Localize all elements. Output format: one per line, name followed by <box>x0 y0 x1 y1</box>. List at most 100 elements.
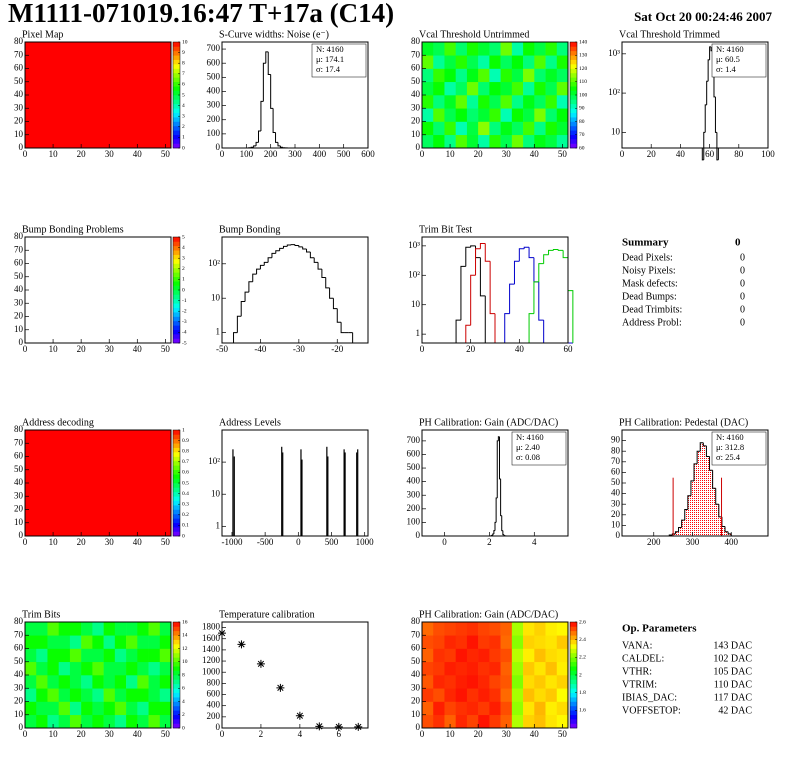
z-tick-label: 6 <box>182 686 185 692</box>
heatmap-cell <box>92 661 104 676</box>
x-tick-label: 20 <box>474 149 484 159</box>
palette-step <box>173 245 180 251</box>
heatmap-cell <box>478 661 490 676</box>
heatmap-cell <box>511 635 524 649</box>
op-value: 117 DAC <box>714 692 753 703</box>
chart-title: PH Calibration: Gain (ADC/DAC) <box>419 417 558 428</box>
histogram-bin <box>258 130 261 143</box>
z-tick-label: 0.9 <box>182 438 189 444</box>
heatmap-cell <box>114 661 127 676</box>
palette-step <box>570 81 577 87</box>
y-tick-label: 20 <box>14 311 24 321</box>
palette-step <box>570 90 577 96</box>
heatmap-cell <box>25 622 37 636</box>
heatmap-cell <box>422 701 434 716</box>
heatmap-cell <box>534 95 546 109</box>
x-tick-label: 0 <box>220 729 225 739</box>
x-tick-label: 60 <box>564 344 574 354</box>
z-tick-label: 5 <box>182 234 185 240</box>
heatmap-cell <box>137 675 149 689</box>
y-tick-label: 400 <box>207 86 221 96</box>
chart-title: Address Levels <box>219 417 281 428</box>
y-tick-label: 70 <box>411 49 421 59</box>
y-tick-label: 20 <box>14 696 24 706</box>
y-tick-label: 70 <box>14 629 24 639</box>
histogram-bin <box>684 509 688 521</box>
heatmap-cell <box>466 635 479 649</box>
palette-step <box>173 661 180 667</box>
z-tick-label: 0 <box>182 533 185 539</box>
palette-step <box>570 112 577 118</box>
z-tick-label: 2.6 <box>579 619 586 625</box>
palette-step <box>570 42 577 47</box>
heatmap-cell <box>433 108 445 122</box>
heatmap-cell <box>36 714 48 729</box>
palette-step <box>173 443 180 448</box>
x-tick-label: 10 <box>49 537 59 547</box>
histogram-bin <box>712 470 716 489</box>
heatmap-cell <box>455 622 468 636</box>
histogram-bin <box>260 100 264 132</box>
heatmap-cell <box>444 648 456 663</box>
heatmap-fill <box>25 42 171 148</box>
palette-step <box>570 72 577 78</box>
x-tick-label: 0 <box>296 537 301 547</box>
histogram-bin <box>465 246 471 267</box>
histogram-bin <box>724 526 729 533</box>
y-tick-label: 70 <box>14 244 24 254</box>
histogram-fill <box>672 533 676 536</box>
heatmap-cell <box>500 701 513 716</box>
heatmap-cell <box>500 95 513 109</box>
x-tick-label: 20 <box>77 729 87 739</box>
histogram-fill <box>678 527 682 536</box>
palette-step <box>173 657 180 663</box>
summary-value: 0 <box>740 278 745 289</box>
palette-step <box>173 635 180 640</box>
z-tick-label: 2.4 <box>579 637 586 643</box>
palette-step <box>570 125 577 131</box>
histogram-bin <box>277 142 281 147</box>
palette-step <box>173 312 180 317</box>
heatmap-cell <box>556 675 569 689</box>
stats-box <box>711 431 767 466</box>
heatmap-cell <box>159 701 172 716</box>
z-tick-label: 60 <box>579 145 585 151</box>
heatmap-cell <box>545 688 558 702</box>
z-tick-label: 2 <box>182 712 185 718</box>
palette-step <box>570 134 577 140</box>
z-tick-label: 140 <box>579 39 588 45</box>
y-tick-label: 80 <box>14 616 24 626</box>
heatmap-cell <box>422 121 434 136</box>
heatmap-cell <box>545 648 558 663</box>
y-tick-label: 0 <box>416 722 421 732</box>
y-tick-label: 10 <box>14 517 24 527</box>
heatmap-cell <box>114 675 127 689</box>
palette-step <box>173 285 180 291</box>
heatmap-cell <box>511 688 524 702</box>
histogram-fill <box>725 531 729 536</box>
histogram-bin <box>313 257 319 263</box>
x-tick-label: 300 <box>288 149 302 159</box>
heatmap-cell <box>523 714 535 729</box>
y-tick-label: 1400 <box>202 644 221 654</box>
heatmap-cell <box>36 701 48 716</box>
histogram-bin <box>693 463 698 481</box>
x-tick-label: 40 <box>530 149 540 159</box>
heatmap-cell <box>534 701 546 716</box>
heatmap-cell <box>455 55 468 69</box>
y-tick-label: 10² <box>408 269 420 279</box>
x-tick-label: 0 <box>23 537 28 547</box>
heatmap-cell <box>455 81 468 96</box>
heatmap-cell <box>92 648 104 663</box>
x-tick-label: 80 <box>734 149 744 159</box>
y-tick-label: 10 <box>14 129 24 139</box>
heatmap-cell <box>159 648 172 663</box>
heatmap-cell <box>523 42 535 56</box>
histogram-bin <box>259 264 265 270</box>
histogram-bin <box>715 488 719 505</box>
x-tick-label: 30 <box>502 729 512 739</box>
y-tick-label: 30 <box>14 682 24 692</box>
palette-step <box>173 719 180 724</box>
heatmap-cell <box>47 701 59 716</box>
heatmap-cell <box>489 134 501 149</box>
